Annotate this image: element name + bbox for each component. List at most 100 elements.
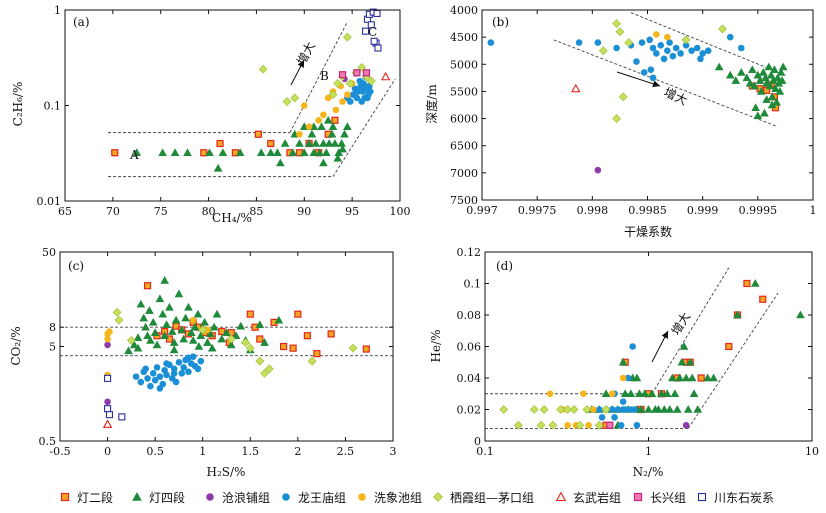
panel-c-guides [60,326,393,357]
data-point [664,33,671,41]
panel-b-xlabel: 干燥系数 [624,224,672,239]
panel-c-xlabel: H₂S/% [207,465,246,479]
panel-a-xlabel: CH₄/% [212,211,252,225]
data-point [681,35,691,45]
data-point [487,39,495,46]
data-point [148,317,158,326]
data-point [196,331,206,340]
data-point [657,389,666,398]
data-point [132,148,142,157]
data-point [104,405,112,413]
data-point [697,55,704,63]
data-point [288,148,298,157]
legend-marker [132,492,142,501]
y-tick-label: 7000 [450,167,478,180]
panel-b-ylabel: 深度/m [424,84,439,124]
data-point [133,333,143,341]
y-tick-label: 0.01 [37,195,62,208]
data-point [255,320,265,329]
data-point [155,294,165,303]
data-point [660,55,668,63]
data-point [188,335,198,344]
data-point [338,144,347,153]
trend-arrow-head [297,60,304,68]
data-point [636,405,646,413]
data-point [104,374,112,382]
data-point [258,64,268,74]
data-point [256,148,266,157]
data-point [189,316,197,324]
x-tick-label: 0.999 [687,204,719,217]
data-point [670,389,680,398]
data-point [143,282,152,290]
data-point [309,148,319,157]
data-point [760,108,769,117]
data-point [266,148,276,157]
data-point [767,92,777,101]
data-point [299,148,309,157]
data-point [598,46,608,56]
data-point [556,405,566,414]
data-point [736,68,746,76]
data-point [170,370,178,377]
panel-b-trend-label: 增大 [662,85,690,108]
data-point [618,357,628,366]
data-point [267,139,275,148]
data-point [323,115,333,124]
data-point [231,331,241,340]
data-point [178,370,186,377]
data-point [105,411,114,419]
data-point [317,122,326,130]
data-point [753,111,763,120]
panel-a-region-c: C [368,25,377,39]
data-point [632,373,642,382]
data-point [315,148,324,157]
data-point [624,38,634,47]
panel-d-points [499,279,805,430]
data-point [563,405,573,414]
data-point [612,114,622,123]
data-point [246,310,254,318]
data-point [725,70,735,79]
legend-marker [282,493,290,501]
panel-c-points [102,276,370,428]
data-point [618,92,628,102]
legend-item: 栖霞组—茅口组 [433,490,534,505]
data-point [657,41,665,49]
data-point [688,47,695,55]
data-point [331,116,339,124]
legend-marker-shape [697,492,707,502]
data-point [675,373,684,382]
data-point [205,148,214,157]
data-point [218,148,228,157]
panel-a-ticks: 65 70 75 80 85 90 95 100 0.01 0.1 1 [37,4,411,218]
y-tick-label: 8 [49,321,56,334]
data-point [380,71,391,81]
panel-d-ticks: 0.1 1 10 0 0.02 0.04 0.06 0.08 0.1 0.12 [457,246,820,458]
x-tick-label: 0.9995 [739,204,778,217]
data-point [649,74,657,82]
data-point [536,420,546,430]
data-point [126,335,136,345]
data-point [358,98,366,105]
x-tick-label: 0.5 [146,445,164,458]
data-point [733,310,742,319]
data-point [280,139,290,147]
data-point [170,148,180,157]
data-point [765,81,775,90]
data-point [200,317,209,326]
data-point [704,47,712,55]
data-point [112,307,122,317]
y-tick-label: 6500 [450,140,478,153]
legend-label: 玄武岩组 [573,490,621,505]
panel-d-label: (d) [496,259,513,273]
legend-marker-shape [433,492,443,502]
data-point [767,100,777,109]
legend-item: 龙王庙组 [282,491,346,505]
data-point [338,71,347,79]
data-point [163,360,170,367]
guide-line [289,21,348,133]
data-point [132,373,140,380]
data-point [129,340,139,349]
data-point [681,373,691,382]
